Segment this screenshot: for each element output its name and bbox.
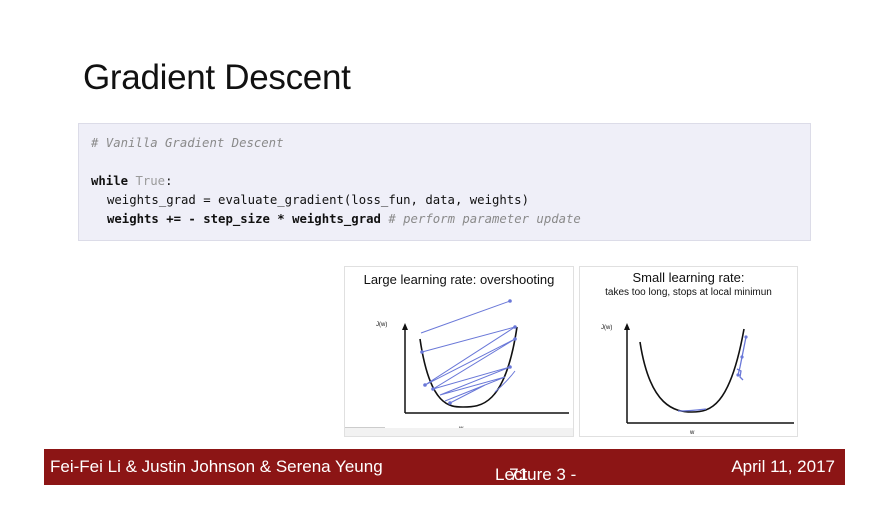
code-block: # Vanilla Gradient Descent while True: w… (78, 123, 811, 241)
code-blank-line (91, 153, 810, 172)
plot-small-title: Small learning rate: (632, 270, 745, 285)
footer-date: April 11, 2017 (731, 457, 835, 476)
plot-large-figure (345, 299, 569, 428)
plot-small-figure (624, 323, 794, 424)
plot-small-learning-rate: Small learning rate: takes too long, sto… (579, 266, 798, 437)
plot-large-bottom-shade (345, 428, 573, 436)
code-grad-line: weights_grad = evaluate_gradient(loss_fu… (91, 191, 810, 210)
code-grad-statement: weights_grad = evaluate_gradient(loss_fu… (107, 193, 529, 207)
code-while-keyword: while (91, 174, 129, 188)
plot-small-subtitle: takes too long, stops at local minimun (605, 287, 772, 298)
plot-large-ylabel: J(w) (376, 322, 388, 328)
plot-large-y-arrow (402, 323, 408, 330)
code-comment: # Vanilla Gradient Descent (91, 136, 284, 150)
plot-large-step-lines (420, 300, 516, 404)
plot-small-ylabel: J(w) (601, 325, 613, 331)
slide-title: Gradient Descent (83, 58, 351, 97)
plot-large-loss-curve (419, 326, 518, 408)
code-update-statement: weights += - step_size * weights_grad (107, 212, 381, 226)
code-update-comment: # perform parameter update (388, 212, 581, 226)
footer-lecture-label: Lecture 3 - (495, 465, 577, 484)
code-true-literal: True (135, 174, 166, 188)
code-comment-line: # Vanilla Gradient Descent (91, 134, 810, 153)
plot-small-y-arrow (624, 323, 630, 330)
footer-page-number: 71 (509, 465, 529, 484)
footer-authors: Fei-Fei Li & Justin Johnson & Serena Yeu… (50, 457, 383, 476)
plot-small-loss-curve (639, 328, 745, 413)
plot-large-step-points (420, 299, 517, 405)
plot-large-learning-rate: Large learning rate: overshooting J(w) w (344, 266, 574, 437)
plot-small-step-points (736, 335, 748, 377)
code-while-line: while True: (91, 172, 810, 191)
footer-lecture: Lecture 3 - 71 (495, 457, 576, 484)
plot-large-artifact (345, 427, 385, 428)
plot-small-step-lines (677, 336, 747, 412)
plot-large-title: Large learning rate: overshooting (363, 272, 555, 287)
plot-small-xlabel: w (690, 430, 695, 436)
slide-footer: Fei-Fei Li & Justin Johnson & Serena Yeu… (44, 449, 845, 485)
code-update-line: weights += - step_size * weights_grad # … (91, 210, 810, 229)
code-colon: : (165, 174, 173, 188)
